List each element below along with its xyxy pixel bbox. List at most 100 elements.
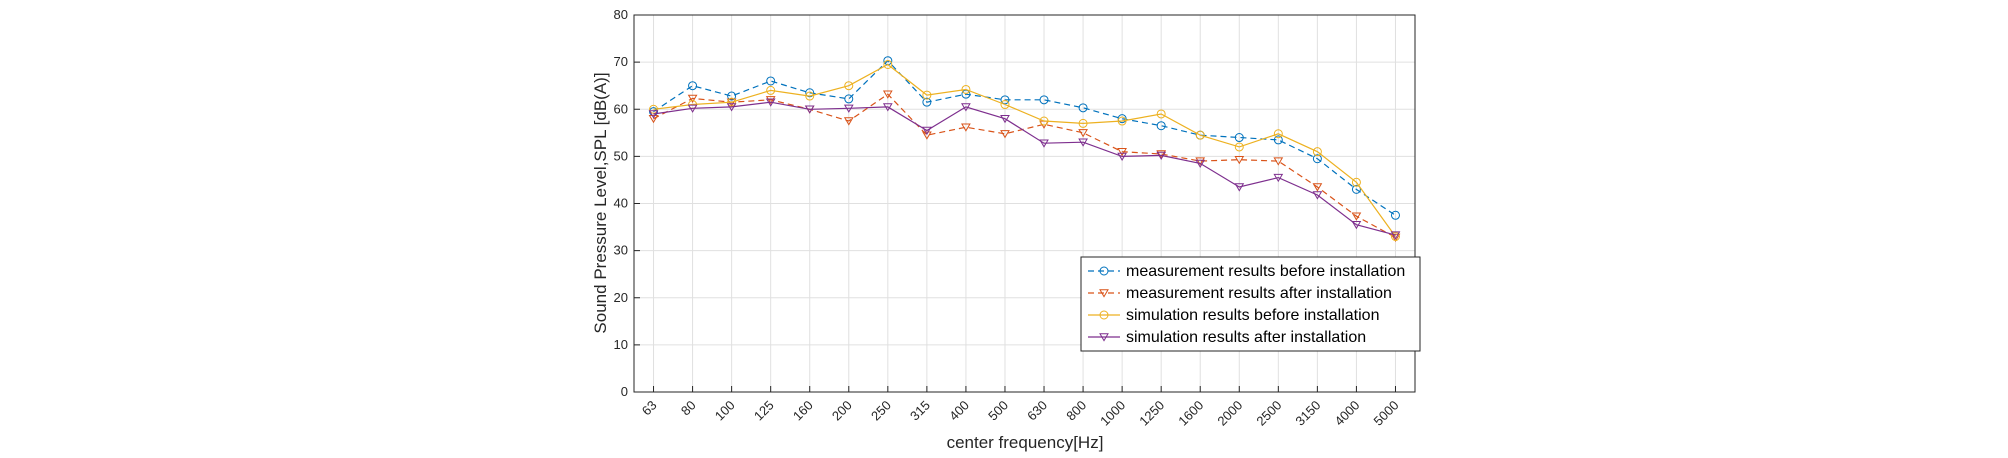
data-point	[1390, 233, 1401, 242]
data-point	[843, 117, 854, 126]
data-point	[1312, 147, 1322, 157]
data-point	[961, 123, 971, 132]
x-tick-label: 315	[907, 398, 933, 424]
data-point	[961, 103, 971, 112]
data-point	[1195, 159, 1206, 168]
x-tick-label: 1000	[1097, 398, 1128, 429]
series-line	[653, 101, 1396, 236]
legend-label: simulation results before installation	[1126, 307, 1379, 324]
data-point	[1000, 95, 1010, 105]
data-point	[1390, 231, 1401, 240]
legend-marker	[1099, 333, 1109, 342]
x-tick-label: 100	[712, 398, 738, 424]
data-point	[882, 90, 893, 99]
y-tick-label: 70	[614, 54, 628, 69]
data-point	[1351, 212, 1362, 221]
data-point	[1156, 151, 1167, 160]
data-point	[1351, 177, 1361, 187]
data-point	[1273, 173, 1284, 183]
data-point	[844, 94, 854, 104]
series-4	[648, 98, 1401, 240]
legend-item: simulation results before installation	[1088, 307, 1379, 324]
data-point	[805, 88, 815, 98]
data-point	[648, 115, 659, 124]
legend-item: measurement results before installation	[1088, 263, 1405, 280]
data-point	[765, 98, 776, 107]
x-tick-label: 250	[868, 398, 894, 424]
data-point	[1078, 129, 1088, 138]
data-point	[1234, 156, 1245, 165]
x-tick-label: 2500	[1253, 398, 1284, 429]
y-tick-label: 60	[614, 101, 628, 116]
x-tick-label: 5000	[1371, 398, 1402, 429]
x-tick-label: 630	[1024, 398, 1050, 424]
data-point	[844, 81, 854, 91]
data-point	[804, 105, 815, 114]
y-tick-label: 50	[614, 148, 628, 163]
data-point	[1000, 130, 1010, 139]
data-point	[922, 126, 932, 136]
data-point	[1234, 133, 1244, 143]
data-point	[1390, 210, 1400, 220]
data-point	[1312, 191, 1323, 200]
data-point	[1000, 115, 1010, 124]
data-point	[805, 91, 815, 101]
legend: measurement results before installation m…	[1080, 256, 1421, 352]
data-point	[883, 59, 893, 69]
y-tick-label: 20	[614, 290, 628, 305]
data-point	[843, 104, 854, 113]
legend-marker	[1099, 289, 1109, 298]
data-point	[1156, 150, 1167, 159]
y-tick-label: 80	[614, 7, 628, 22]
data-point	[1078, 118, 1088, 128]
data-point	[1351, 184, 1361, 194]
data-point	[1117, 114, 1127, 124]
data-point	[1195, 157, 1206, 166]
data-point	[1390, 231, 1400, 241]
series-layer	[648, 56, 1401, 242]
data-point	[766, 76, 776, 86]
data-point	[1078, 103, 1088, 113]
data-point	[1312, 183, 1323, 192]
data-point	[961, 84, 971, 94]
legend-label: measurement results before installation	[1126, 263, 1405, 280]
data-point	[1117, 116, 1127, 126]
data-point	[766, 85, 776, 95]
data-point	[922, 131, 932, 140]
y-tick-label: 10	[614, 337, 628, 352]
data-point	[922, 90, 932, 100]
data-point	[1195, 130, 1205, 140]
x-tick-label: 500	[985, 398, 1011, 424]
data-point	[687, 104, 698, 113]
legend-label: simulation results after installation	[1126, 329, 1366, 346]
y-tick-label: 0	[621, 384, 628, 399]
data-point	[1078, 138, 1088, 147]
series-line	[653, 59, 1396, 216]
legend-item: measurement results after installation	[1088, 285, 1392, 302]
x-tick-label: 2000	[1214, 398, 1245, 429]
data-point	[1351, 221, 1362, 230]
data-point	[1000, 100, 1010, 110]
x-tick-label: 400	[946, 398, 972, 424]
series-line	[653, 63, 1396, 237]
x-tick-label: 125	[751, 398, 777, 424]
data-point	[765, 96, 776, 105]
y-tick-label: 30	[614, 243, 628, 258]
data-point	[1039, 139, 1049, 148]
y-axis: 0 10 20 30 40 50 60 70 80	[614, 7, 640, 399]
series-line	[653, 93, 1396, 238]
x-tick-label: 200	[829, 398, 855, 424]
legend-box	[1080, 256, 1421, 352]
x-tick-label: 63	[639, 398, 660, 419]
data-point	[1117, 148, 1127, 157]
data-point	[687, 94, 698, 103]
y-axis-label: Sound Pressure Level,SPL [dB(A)]	[591, 72, 610, 333]
data-point	[727, 97, 737, 107]
data-point	[1234, 142, 1244, 152]
legend-marker	[1099, 266, 1109, 276]
data-point	[1234, 183, 1245, 192]
data-point	[649, 104, 659, 114]
x-tick-label: 800	[1063, 398, 1089, 424]
data-point	[648, 110, 659, 119]
data-point	[1039, 95, 1049, 105]
